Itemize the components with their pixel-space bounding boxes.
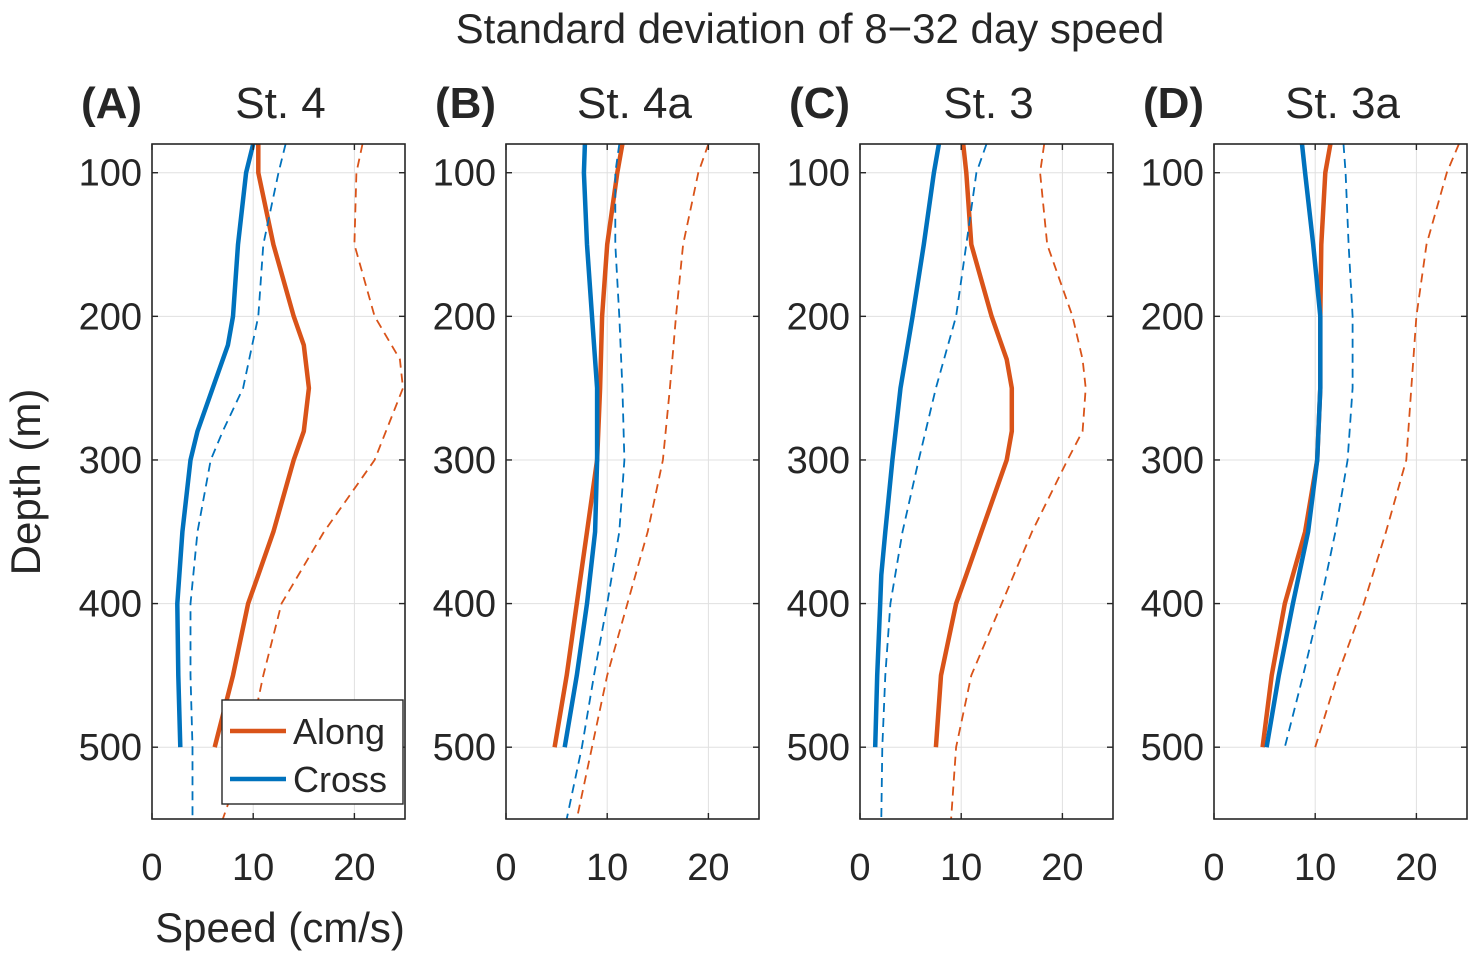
x-tick-label: 10 — [940, 847, 982, 889]
y-tick-label: 400 — [1141, 584, 1204, 626]
y-tick-label: 100 — [433, 153, 496, 195]
x-tick-label: 0 — [495, 847, 516, 889]
legend-label-along: Along — [293, 711, 385, 752]
series-cross-line — [175, 143, 256, 748]
panel-tag: (D) — [1143, 79, 1204, 128]
x-tick-label: 0 — [141, 847, 162, 889]
x-tick-label: 0 — [849, 847, 870, 889]
series-along-line — [1260, 143, 1333, 748]
x-tick-label: 20 — [1041, 847, 1083, 889]
x-tick-label: 20 — [687, 847, 729, 889]
x-axis-label: Speed (cm/s) — [155, 904, 405, 951]
x-tick-label: 10 — [586, 847, 628, 889]
y-tick-label: 100 — [79, 153, 142, 195]
panel-3: 0 10 20 100 200 300 400 500 (C) St. 3 — [787, 79, 1114, 889]
x-tick-label: 20 — [333, 847, 375, 889]
y-tick-label: 400 — [433, 584, 496, 626]
series-along-upper-line — [575, 143, 710, 820]
axes-box — [859, 143, 1114, 820]
legend-box — [221, 699, 404, 805]
y-tick-label: 100 — [1141, 153, 1204, 195]
series-cross-line — [562, 143, 600, 748]
series-cross-upper-line — [880, 143, 988, 820]
series-along-upper-line — [950, 143, 1087, 820]
series-cross-line — [1264, 143, 1323, 748]
y-tick-label: 500 — [1141, 727, 1204, 769]
series-along-upper-line — [1314, 143, 1460, 748]
series-cross-upper-line — [189, 143, 287, 819]
y-tick-label: 300 — [787, 440, 850, 482]
series-along-upper-line — [221, 143, 404, 820]
panel-station-title: St. 3 — [943, 79, 1034, 128]
panel-station-title: St. 3a — [1285, 79, 1400, 128]
y-tick-label: 400 — [79, 584, 142, 626]
x-tick-label: 20 — [1395, 847, 1437, 889]
panel-station-title: St. 4a — [577, 79, 692, 128]
x-tick-label: 0 — [1203, 847, 1224, 889]
series-along-line — [933, 143, 1015, 748]
panel-2: 0 10 20 100 200 300 400 500 (B) St. 4a — [433, 79, 760, 889]
y-tick-label: 500 — [787, 727, 850, 769]
y-tick-label: 200 — [79, 296, 142, 338]
panel-tag: (B) — [435, 79, 496, 128]
panel-4: 0 10 20 100 200 300 400 500 (D) St. 3a — [1141, 79, 1468, 889]
y-tick-label: 200 — [1141, 296, 1204, 338]
y-tick-label: 400 — [787, 584, 850, 626]
axes-box — [1213, 143, 1468, 820]
legend: Along Cross — [221, 699, 404, 805]
axes-box — [151, 143, 406, 820]
series-cross-upper-line — [1283, 143, 1354, 748]
chart-title: Standard deviation of 8−32 day speed — [456, 5, 1165, 52]
series-along-line — [212, 144, 312, 748]
y-tick-label: 300 — [79, 440, 142, 482]
axes-box — [505, 143, 760, 820]
y-tick-label: 200 — [787, 296, 850, 338]
y-tick-label: 200 — [433, 296, 496, 338]
y-tick-label: 300 — [1141, 440, 1204, 482]
panel-1: 0 10 20 100 200 300 400 500 (A) St. 4 — [79, 79, 406, 889]
legend-label-cross: Cross — [293, 759, 387, 800]
series-cross-line — [872, 143, 942, 748]
series-cross-upper-line — [565, 143, 626, 820]
y-tick-label: 500 — [433, 727, 496, 769]
y-axis-label: Depth (m) — [2, 389, 49, 576]
x-tick-label: 10 — [1294, 847, 1336, 889]
y-tick-label: 300 — [433, 440, 496, 482]
y-tick-label: 500 — [79, 727, 142, 769]
panel-station-title: St. 4 — [235, 79, 326, 128]
panel-tag: (A) — [81, 79, 142, 128]
panel-tag: (C) — [789, 79, 850, 128]
x-tick-label: 10 — [232, 847, 274, 889]
y-tick-label: 100 — [787, 153, 850, 195]
